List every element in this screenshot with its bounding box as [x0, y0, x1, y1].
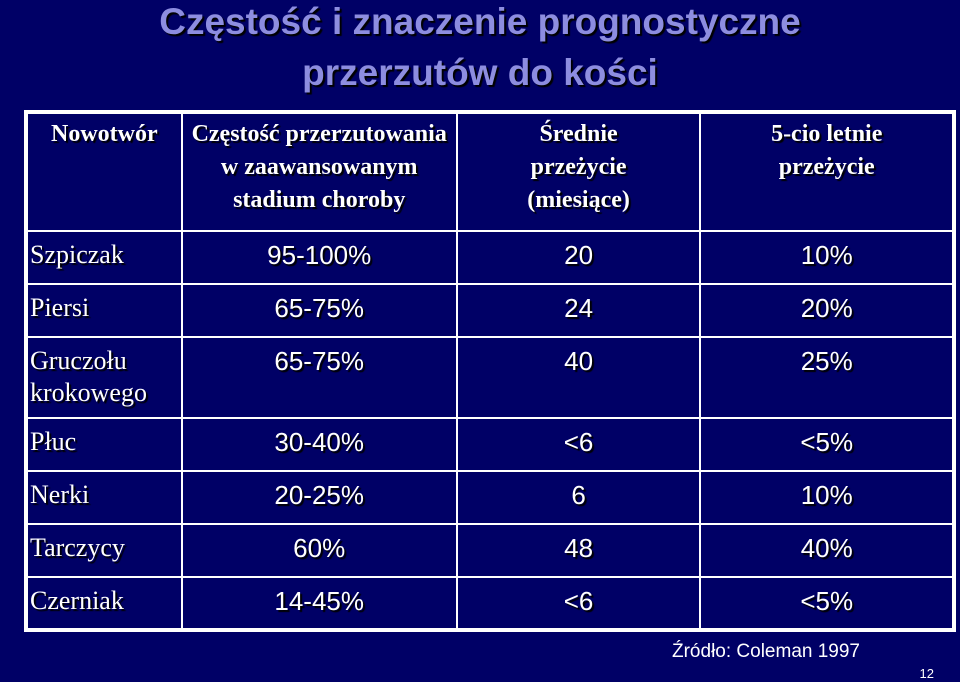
cancer-name: Gruczołu krokowego	[25, 336, 183, 419]
median-survival-value: <6	[455, 576, 702, 631]
table-row: Szpiczak 95-100% 20 10%	[25, 230, 955, 285]
table-row: Piersi 65-75% 24 20%	[25, 283, 955, 338]
frequency-value: 95-100%	[180, 230, 458, 285]
header-cancer: Nowotwór	[25, 111, 183, 232]
cancer-name: Płuc	[25, 417, 183, 472]
table-row: Nerki 20-25% 6 10%	[25, 470, 955, 525]
median-survival-value: 40	[455, 336, 702, 419]
median-survival-value: 48	[455, 523, 702, 578]
header-line: Nowotwór	[51, 121, 158, 147]
cancer-name: Nerki	[25, 470, 183, 525]
cancer-name-text: krokowego	[30, 378, 147, 407]
table-row: Czerniak 14-45% <6 <5%	[25, 576, 955, 631]
cancer-name: Czerniak	[25, 576, 183, 631]
prognosis-table: Nowotwór Częstość przerzutowania w zaawa…	[24, 110, 956, 632]
median-survival-value: 6	[455, 470, 702, 525]
header-line: Częstość przerzutowania	[191, 121, 447, 147]
header-line: przeżycie	[530, 154, 627, 180]
header-frequency: Częstość przerzutowania w zaawansowanym …	[180, 111, 458, 232]
frequency-value: 65-75%	[180, 336, 458, 419]
header-row: Nowotwór Częstość przerzutowania w zaawa…	[25, 111, 955, 232]
cancer-name-text: Nerki	[30, 480, 90, 509]
title-line-2: przerzutów do kości	[302, 52, 658, 93]
cancer-name: Piersi	[25, 283, 183, 338]
five-year-survival-value: 40%	[699, 523, 955, 578]
cancer-name: Szpiczak	[25, 230, 183, 285]
cancer-name-text: Czerniak	[30, 586, 124, 615]
five-year-survival-value: <5%	[699, 576, 955, 631]
frequency-value: 60%	[180, 523, 458, 578]
cancer-name: Tarczycy	[25, 523, 183, 578]
frequency-value: 20-25%	[180, 470, 458, 525]
header-line: w zaawansowanym	[220, 154, 418, 180]
header-line: (miesiące)	[527, 187, 630, 213]
title-line-1: Częstość i znaczenie prognostyczne	[159, 1, 801, 42]
source-citation: Źródło: Coleman 1997	[672, 641, 860, 662]
median-survival-value: 24	[455, 283, 702, 338]
table-row: Tarczycy 60% 48 40%	[25, 523, 955, 578]
header-line: stadium choroby	[233, 187, 406, 213]
cancer-name-text: Piersi	[30, 293, 90, 322]
frequency-value: 65-75%	[180, 283, 458, 338]
median-survival-value: <6	[455, 417, 702, 472]
five-year-survival-value: 20%	[699, 283, 955, 338]
cancer-name-text: Gruczołu	[30, 346, 127, 375]
header-line: przeżycie	[778, 154, 875, 180]
page-number: 12	[919, 666, 934, 681]
median-survival-value: 20	[455, 230, 702, 285]
header-five-year-survival: 5-cio letnie przeżycie	[699, 111, 955, 232]
five-year-survival-value: 10%	[699, 230, 955, 285]
table-row: Płuc 30-40% <6 <5%	[25, 417, 955, 472]
cancer-name-text: Tarczycy	[30, 533, 125, 562]
table-row: Gruczołu krokowego 65-75% 40 25%	[25, 336, 955, 419]
five-year-survival-value: 25%	[699, 336, 955, 419]
cancer-name-text: Płuc	[30, 427, 77, 456]
header-line: Średnie	[539, 121, 618, 147]
frequency-value: 30-40%	[180, 417, 458, 472]
five-year-survival-value: <5%	[699, 417, 955, 472]
five-year-survival-value: 10%	[699, 470, 955, 525]
header-line: 5-cio letnie	[771, 121, 883, 147]
header-median-survival: Średnie przeżycie (miesiące)	[455, 111, 702, 232]
frequency-value: 14-45%	[180, 576, 458, 631]
cancer-name-text: Szpiczak	[30, 240, 124, 269]
